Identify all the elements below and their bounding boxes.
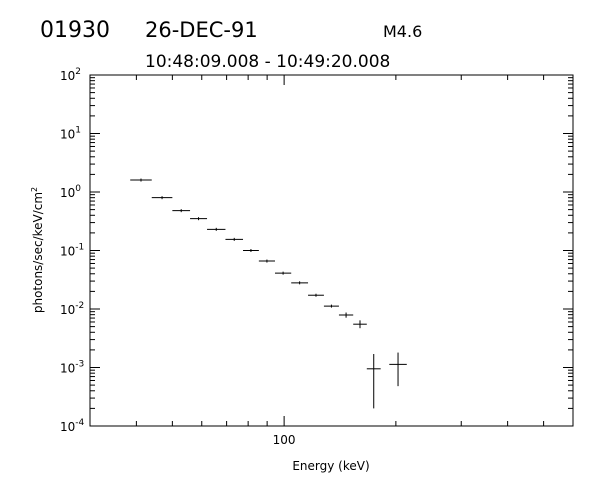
data-point	[338, 312, 354, 318]
axis-ticks	[89, 74, 574, 427]
data-point	[389, 352, 407, 387]
data-point	[243, 249, 259, 252]
time-range: 10:48:09.008 - 10:49:20.008	[145, 52, 390, 72]
data-point	[258, 259, 275, 263]
data-point	[172, 209, 191, 213]
data-point	[308, 293, 324, 297]
y-tick-label: 100	[60, 184, 81, 200]
x-tick-label: 100	[273, 433, 296, 447]
data-point	[274, 271, 292, 275]
data-point	[353, 320, 367, 329]
data-point	[366, 354, 381, 409]
data-point	[151, 196, 173, 200]
event-date: 26-DEC-91	[145, 18, 258, 42]
y-tick-label: 10-2	[60, 301, 84, 317]
x-axis-label: Energy (keV)	[292, 459, 369, 473]
data-points	[130, 178, 407, 409]
y-tick-label: 10-1	[60, 243, 84, 259]
data-point	[207, 227, 226, 231]
plot-frame	[89, 74, 574, 427]
data-point	[323, 304, 339, 308]
data-point	[225, 237, 244, 241]
y-tick-labels: 10-4 10-3 10-2 10-1 100 101 102	[60, 67, 85, 434]
x-tick-labels: 100	[273, 433, 296, 447]
y-axis-label-group: photons/sec/keV/cm2	[30, 187, 45, 313]
y-axis-label-superscript: 2	[30, 187, 39, 192]
data-point	[190, 217, 208, 221]
y-tick-label: 102	[60, 67, 81, 83]
y-tick-label: 10-3	[60, 360, 84, 376]
y-tick-label: 10-4	[60, 418, 85, 434]
y-axis-label: photons/sec/keV/cm2	[30, 187, 45, 313]
data-point	[291, 281, 309, 285]
y-tick-label: 101	[60, 126, 81, 142]
goes-class: M4.6	[383, 22, 422, 41]
y-axis-label-text: photons/sec/keV/cm	[31, 192, 45, 313]
event-id: 01930	[40, 18, 110, 43]
data-point	[130, 178, 152, 182]
